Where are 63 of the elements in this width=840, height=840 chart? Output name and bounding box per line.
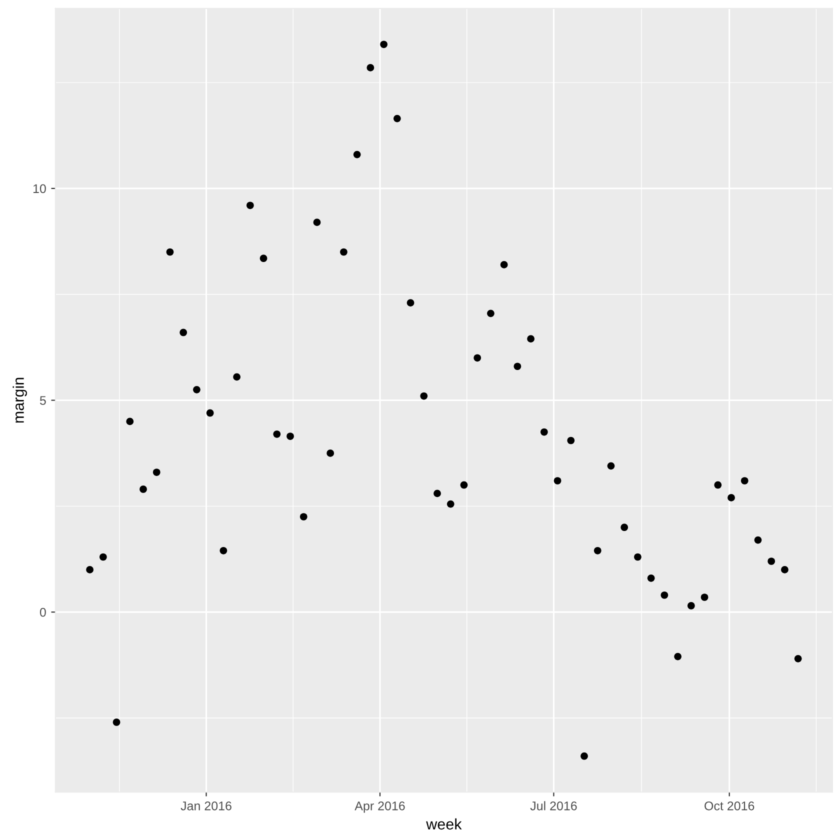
point (660, 591, 668, 599)
point (313, 218, 321, 226)
y-tick-label: 0 (40, 608, 46, 617)
point (687, 602, 695, 610)
point (166, 248, 174, 256)
point (740, 477, 748, 484)
point (326, 450, 334, 457)
point (420, 392, 428, 400)
x-tick-label: Jul 2016 (530, 801, 577, 810)
point (366, 64, 374, 72)
point (647, 574, 655, 582)
point (514, 362, 522, 370)
x-tick-label: Jan 2016 (180, 801, 232, 810)
x-tick-label: Oct 2016 (704, 801, 754, 810)
point (353, 150, 361, 158)
point (634, 553, 642, 561)
y-tick-label: 5 (40, 396, 46, 405)
point (193, 386, 200, 394)
point (527, 335, 534, 343)
point (446, 500, 454, 508)
point (781, 566, 788, 574)
point (300, 513, 308, 520)
point (340, 248, 348, 256)
point (112, 718, 120, 726)
point (180, 328, 188, 336)
point (728, 494, 735, 502)
point (260, 254, 268, 262)
point (140, 486, 147, 493)
point (206, 409, 214, 417)
point (220, 546, 228, 554)
point (607, 462, 615, 470)
point (460, 481, 468, 489)
point (768, 558, 776, 565)
point (580, 752, 588, 760)
point (700, 594, 708, 601)
point (99, 553, 107, 561)
point (86, 566, 94, 574)
point (500, 261, 508, 268)
point (126, 418, 134, 426)
point (233, 373, 240, 381)
x-axis-title: week (426, 818, 462, 830)
point (567, 436, 575, 444)
point (474, 354, 482, 362)
point (594, 546, 602, 554)
point (434, 490, 441, 498)
point (554, 477, 562, 484)
point (794, 655, 802, 662)
x-tick-label: Apr 2016 (354, 801, 405, 813)
point (406, 299, 414, 306)
y-axis-title: margin (12, 378, 27, 423)
point (674, 652, 682, 660)
point (540, 428, 548, 436)
point (152, 468, 160, 476)
point (273, 430, 281, 438)
point (380, 40, 388, 48)
point (393, 114, 401, 122)
point (754, 536, 762, 544)
point (487, 310, 494, 318)
point (246, 202, 254, 210)
point (714, 481, 722, 489)
y-tick-label: 10 (33, 184, 46, 194)
point (286, 432, 294, 440)
point (620, 524, 628, 532)
